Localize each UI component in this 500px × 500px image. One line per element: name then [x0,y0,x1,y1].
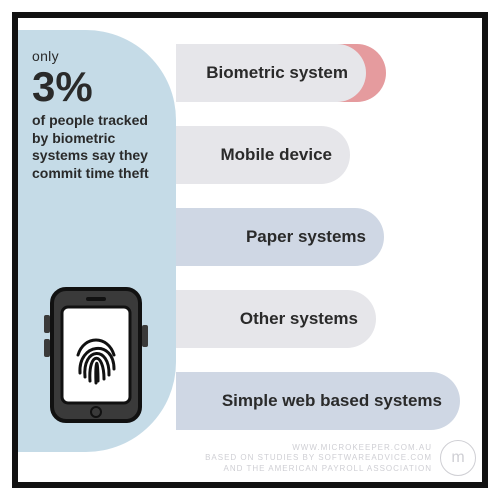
bar-label: Simple web based systems [222,391,442,411]
bar-label: Paper systems [246,227,366,247]
bar: Mobile device [176,126,350,184]
brand-logo-icon: m [440,440,476,476]
footer-line: BASED ON STUDIES BY SOFTWAREADVICE.COM [205,453,432,463]
infographic-frame: Biometric system Mobile device Paper syste… [12,12,488,488]
bar-label: Other systems [240,309,358,329]
stat-panel: only 3% of people tracked by biometric s… [18,30,176,452]
bar: Paper systems [176,208,384,266]
stat-lead: only [32,48,162,64]
bar: Simple web based systems [176,372,460,430]
bar-chart: Biometric system Mobile device Paper syste… [176,44,468,456]
stat-value: 3% [32,66,162,108]
bar-label: Biometric system [206,63,348,83]
footer-line: AND THE AMERICAN PAYROLL ASSOCIATION [205,464,432,474]
phone-fingerprint-icon [42,285,150,430]
stat-body: of people tracked by biometric systems s… [32,112,162,182]
attribution-footer: WWW.MICROKEEPER.COM.AU BASED ON STUDIES … [205,443,432,474]
brand-logo-glyph: m [451,449,464,467]
bar: Other systems [176,290,376,348]
bar: Biometric system [176,44,366,102]
bar-label: Mobile device [221,145,332,165]
footer-line: WWW.MICROKEEPER.COM.AU [205,443,432,453]
